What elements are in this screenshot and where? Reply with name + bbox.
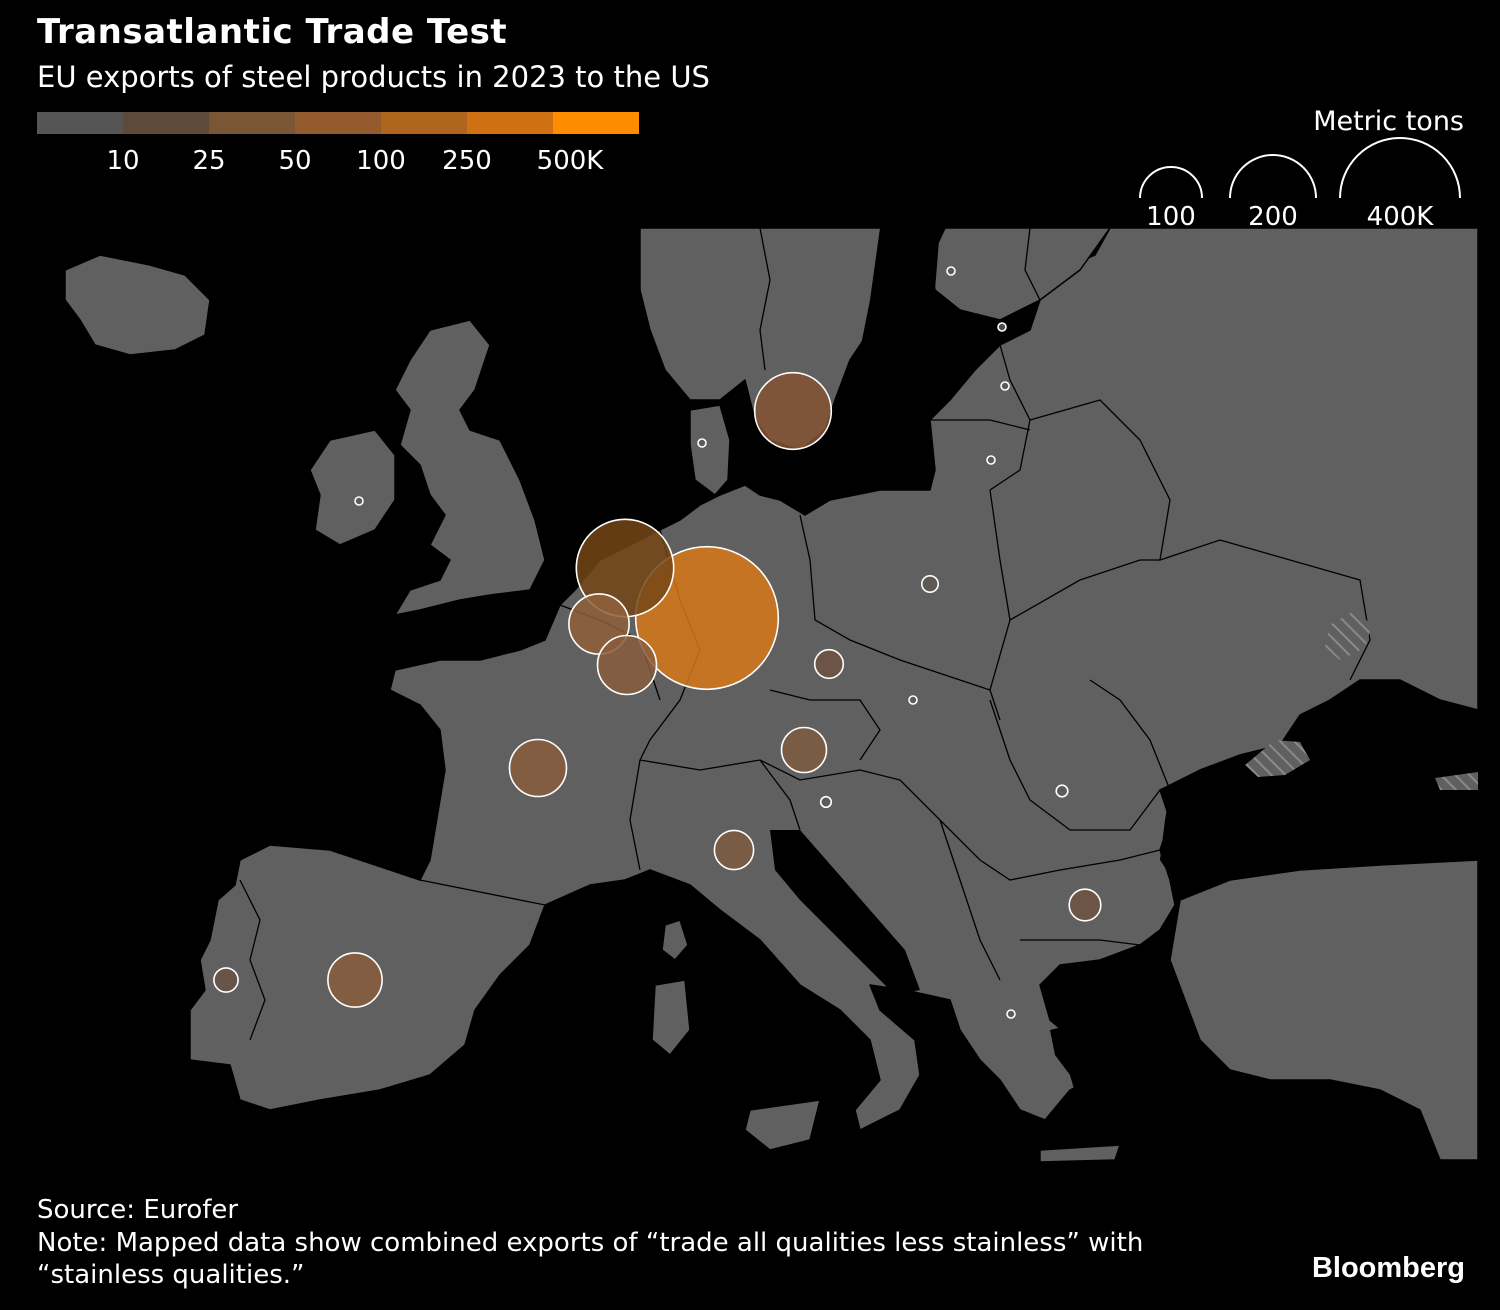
size-arc-100 xyxy=(1139,166,1203,199)
border xyxy=(930,419,1031,431)
data-bubble xyxy=(780,726,828,774)
data-bubble xyxy=(354,496,364,506)
sea-areas xyxy=(695,228,1478,1120)
border xyxy=(1020,939,1141,946)
color-scale-legend: 10 25 50 100 250 500K xyxy=(37,112,639,182)
color-tick-label: 50 xyxy=(278,146,312,176)
border xyxy=(639,759,901,781)
size-arc-200 xyxy=(1229,154,1317,199)
data-bubble xyxy=(596,634,658,696)
size-arc-400k xyxy=(1339,137,1461,199)
border xyxy=(1089,679,1171,791)
size-label: 200 xyxy=(1248,202,1298,232)
disputed-territories xyxy=(1245,610,1478,790)
data-bubble xyxy=(213,967,239,993)
data-bubble xyxy=(908,695,918,705)
baltic-sea xyxy=(800,228,990,510)
color-tick-label: 10 xyxy=(106,146,140,176)
adriatic-sea xyxy=(770,830,920,995)
tyrrhenian-gap xyxy=(695,930,850,1080)
color-tick-label: 500K xyxy=(536,146,604,176)
border xyxy=(899,779,1001,981)
map-title: Transatlantic Trade Test xyxy=(37,12,508,52)
anatolia xyxy=(1169,859,1479,1161)
ireland xyxy=(309,429,396,546)
data-bubble xyxy=(986,455,996,465)
border xyxy=(1009,559,1160,621)
size-label: 400K xyxy=(1366,202,1434,232)
great-britain xyxy=(394,319,546,616)
border xyxy=(769,689,881,761)
hatched-region-crimea xyxy=(1245,740,1310,777)
border xyxy=(759,759,801,831)
mainland-europe xyxy=(189,227,1479,1131)
size-legend: 100 200 400K xyxy=(1130,130,1480,240)
color-swatch-2 xyxy=(123,112,209,134)
sicily xyxy=(744,1099,821,1151)
color-swatch-4 xyxy=(295,112,381,134)
border xyxy=(759,227,771,371)
hatched-region-abkhazia xyxy=(1435,772,1478,790)
color-swatch-5 xyxy=(381,112,467,134)
footnote: Note: Mapped data show combined exports … xyxy=(37,1228,1144,1290)
iceland xyxy=(64,254,211,356)
data-bubble xyxy=(1055,784,1069,798)
bloomberg-logo: Bloomberg xyxy=(1311,1252,1465,1284)
data-bubble xyxy=(997,322,1007,332)
data-bubble xyxy=(508,738,568,798)
sardinia xyxy=(651,979,691,1056)
bubble-layer xyxy=(213,266,1102,1019)
land-masses xyxy=(64,227,1479,1163)
color-swatch-3 xyxy=(209,112,295,134)
color-swatch-1 xyxy=(37,112,123,134)
black-sea xyxy=(1160,740,1478,890)
border xyxy=(1024,227,1041,301)
border xyxy=(419,879,546,906)
size-legend-title: Metric tons xyxy=(1313,106,1464,137)
data-bubble xyxy=(813,648,845,680)
data-bubble xyxy=(946,266,956,276)
data-bubble xyxy=(920,574,939,593)
data-bubble xyxy=(327,952,383,1008)
corsica xyxy=(661,919,689,961)
data-bubble xyxy=(1006,1009,1016,1019)
source-note: Source: Eurofer xyxy=(37,1195,239,1225)
color-tick-label: 25 xyxy=(192,146,226,176)
data-bubble xyxy=(1068,888,1102,922)
data-bubble xyxy=(819,795,833,809)
border xyxy=(939,819,1161,881)
color-swatch-6 xyxy=(467,112,553,134)
aegean-sea xyxy=(1050,1010,1175,1120)
color-tick-label: 250 xyxy=(442,146,492,176)
border xyxy=(989,699,1161,831)
border xyxy=(629,759,641,871)
color-swatch-7 xyxy=(553,112,639,134)
size-label: 100 xyxy=(1146,202,1196,232)
border xyxy=(1029,399,1371,681)
data-bubble xyxy=(753,371,833,451)
border xyxy=(239,879,266,1041)
hatched-region-donbas xyxy=(1325,610,1372,660)
crete xyxy=(1039,1144,1121,1163)
data-bubble xyxy=(1000,381,1010,391)
data-bubble xyxy=(697,438,707,448)
size-legend-arcs xyxy=(1139,137,1461,199)
jutland xyxy=(689,404,731,496)
country-borders xyxy=(239,227,1371,1041)
data-bubble xyxy=(713,829,755,871)
border xyxy=(799,514,991,691)
color-tick-label: 100 xyxy=(356,146,406,176)
map-subtitle: EU exports of steel products in 2023 to … xyxy=(37,60,710,94)
